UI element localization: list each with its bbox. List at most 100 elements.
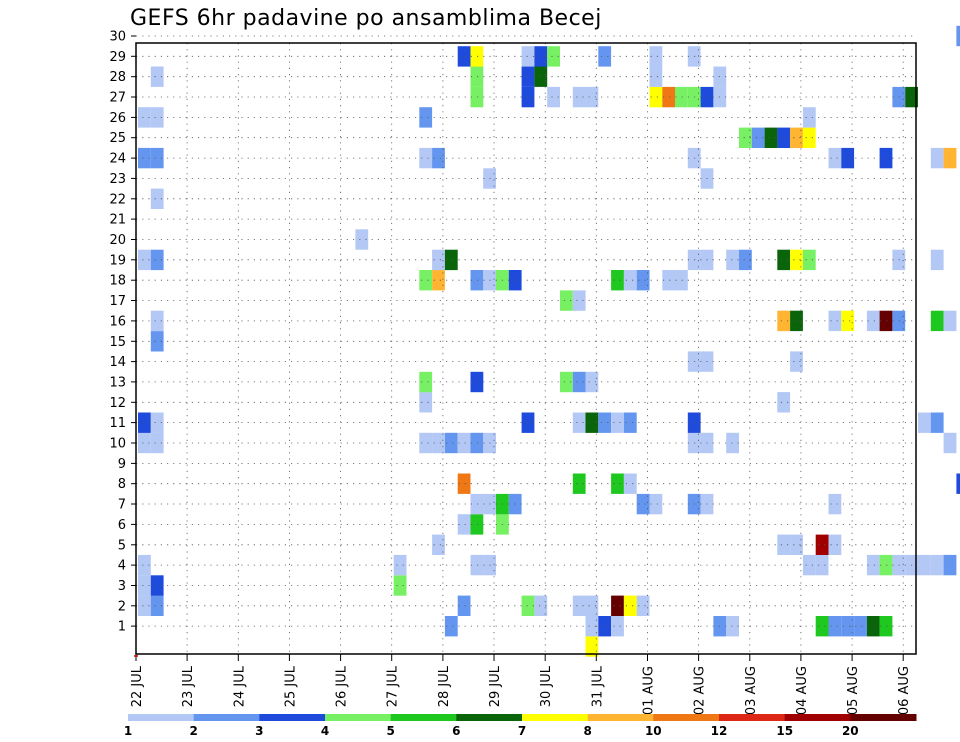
heatmap-cell xyxy=(470,86,484,108)
heatmap-cell xyxy=(598,616,612,637)
heatmap-cell xyxy=(150,595,164,616)
heatmap-cell xyxy=(470,66,484,87)
heatmap-cell xyxy=(777,249,791,271)
heatmap-cell xyxy=(534,595,548,616)
x-tick-label: 27 JUL xyxy=(386,665,401,707)
heatmap-cell xyxy=(828,147,842,169)
heatmap-cell xyxy=(828,616,842,637)
color-scale-label: 2 xyxy=(190,724,198,738)
heatmap-cell xyxy=(943,432,957,454)
color-scale-swatch xyxy=(259,714,326,721)
heatmap-cell xyxy=(150,310,164,332)
y-tick-label: 1 xyxy=(118,620,126,635)
heatmap-cell xyxy=(521,595,535,616)
heatmap-cell xyxy=(547,86,560,108)
heatmap-cell xyxy=(662,86,676,108)
heatmap-cell xyxy=(828,534,842,555)
color-scale-label: 7 xyxy=(518,724,526,738)
y-tick-label: 17 xyxy=(109,294,126,309)
y-tick-label: 27 xyxy=(109,91,126,106)
heatmap-cell xyxy=(457,473,471,494)
y-tick-label: 2 xyxy=(118,599,126,614)
heatmap-cell xyxy=(419,392,433,413)
heatmap-cell xyxy=(393,575,407,596)
heatmap-cell xyxy=(828,310,842,332)
heatmap-cell xyxy=(432,147,445,169)
color-scale-swatch xyxy=(850,714,917,721)
color-scale-swatch xyxy=(522,714,589,721)
heatmap-cell xyxy=(560,371,573,393)
x-tick-label: 29 JUL xyxy=(488,665,503,707)
heatmap-cell xyxy=(521,46,535,67)
heatmap-cell xyxy=(918,554,931,576)
heatmap-cell xyxy=(432,432,445,454)
heatmap-cell xyxy=(150,188,164,209)
y-tick-label: 6 xyxy=(118,518,126,533)
y-tick-label: 15 xyxy=(109,335,126,350)
heatmap-cell xyxy=(444,616,458,637)
x-axis: 22 JUL 23 JUL 24 JUL 25 JUL 26 JUL 27 JUL 28 J… xyxy=(130,654,912,715)
heatmap-cell xyxy=(866,616,880,637)
heatmap-cell xyxy=(393,554,407,576)
y-tick-label: 18 xyxy=(109,274,126,289)
heatmap-cell xyxy=(956,473,960,494)
y-tick-label: 3 xyxy=(118,579,126,594)
y-tick-label: 28 xyxy=(109,70,126,85)
heatmap-cell xyxy=(790,127,803,148)
heatmap-cell xyxy=(521,412,535,433)
heatmap-cell xyxy=(534,46,548,67)
heatmap-cell xyxy=(572,473,586,494)
color-scale-swatch xyxy=(193,714,260,721)
heatmap-cell xyxy=(841,310,855,332)
heatmap-cell xyxy=(419,147,433,169)
heatmap-cell xyxy=(764,127,778,148)
heatmap-cell xyxy=(585,595,599,616)
y-tick-label: 16 xyxy=(109,314,126,329)
heatmap-cell xyxy=(854,616,867,637)
heatmap-cell xyxy=(470,46,484,67)
heatmap-cell xyxy=(815,616,829,637)
heatmap-cell xyxy=(790,351,803,372)
heatmap-cell xyxy=(470,432,484,454)
heatmap-cell xyxy=(138,595,151,616)
x-tick-label: 31 JUL xyxy=(590,665,605,707)
heatmap-cell xyxy=(572,595,586,616)
x-tick-label: 03 AUG xyxy=(744,666,759,715)
heatmap-cell xyxy=(138,412,151,433)
heatmap-cell xyxy=(790,534,803,555)
heatmap-cell xyxy=(790,310,803,332)
heatmap-cell xyxy=(930,147,944,169)
y-tick-label: 5 xyxy=(118,538,126,553)
y-tick-label: 19 xyxy=(109,253,126,268)
y-tick-label: 29 xyxy=(109,50,126,65)
heatmap-cell xyxy=(879,616,893,637)
heatmap-cell xyxy=(802,127,816,148)
color-scale-label: 5 xyxy=(387,724,395,738)
heatmap-cell xyxy=(802,107,816,128)
color-scale-swatch xyxy=(719,714,786,721)
y-tick-label: 23 xyxy=(109,172,126,187)
heatmap-cell xyxy=(457,514,471,535)
heatmap-cell xyxy=(879,310,893,332)
heatmap-cell xyxy=(611,412,624,433)
heatmap-cell xyxy=(572,86,586,108)
y-tick-label: 25 xyxy=(109,131,126,146)
color-scale-swatch xyxy=(325,714,392,721)
heatmap-cell xyxy=(470,554,484,576)
heatmap-cell xyxy=(649,46,663,67)
heatmap-cell xyxy=(790,249,803,271)
x-tick-label: 06 AUG xyxy=(897,666,912,715)
heatmap-cell xyxy=(598,412,612,433)
heatmap-cell xyxy=(739,249,752,271)
x-tick-label: 02 AUG xyxy=(693,666,708,715)
x-tick-label: 26 JUL xyxy=(335,665,350,707)
heatmap-cell xyxy=(611,270,624,291)
heatmap-cell xyxy=(751,127,765,148)
y-tick-label: 14 xyxy=(109,355,126,370)
heatmap-cell xyxy=(815,554,829,576)
heatmap-cell xyxy=(636,595,650,616)
heatmap-cell xyxy=(802,249,816,271)
heatmap-cell xyxy=(866,310,880,332)
heatmap-cell xyxy=(585,86,599,108)
x-tick-label: 25 JUL xyxy=(283,665,298,707)
